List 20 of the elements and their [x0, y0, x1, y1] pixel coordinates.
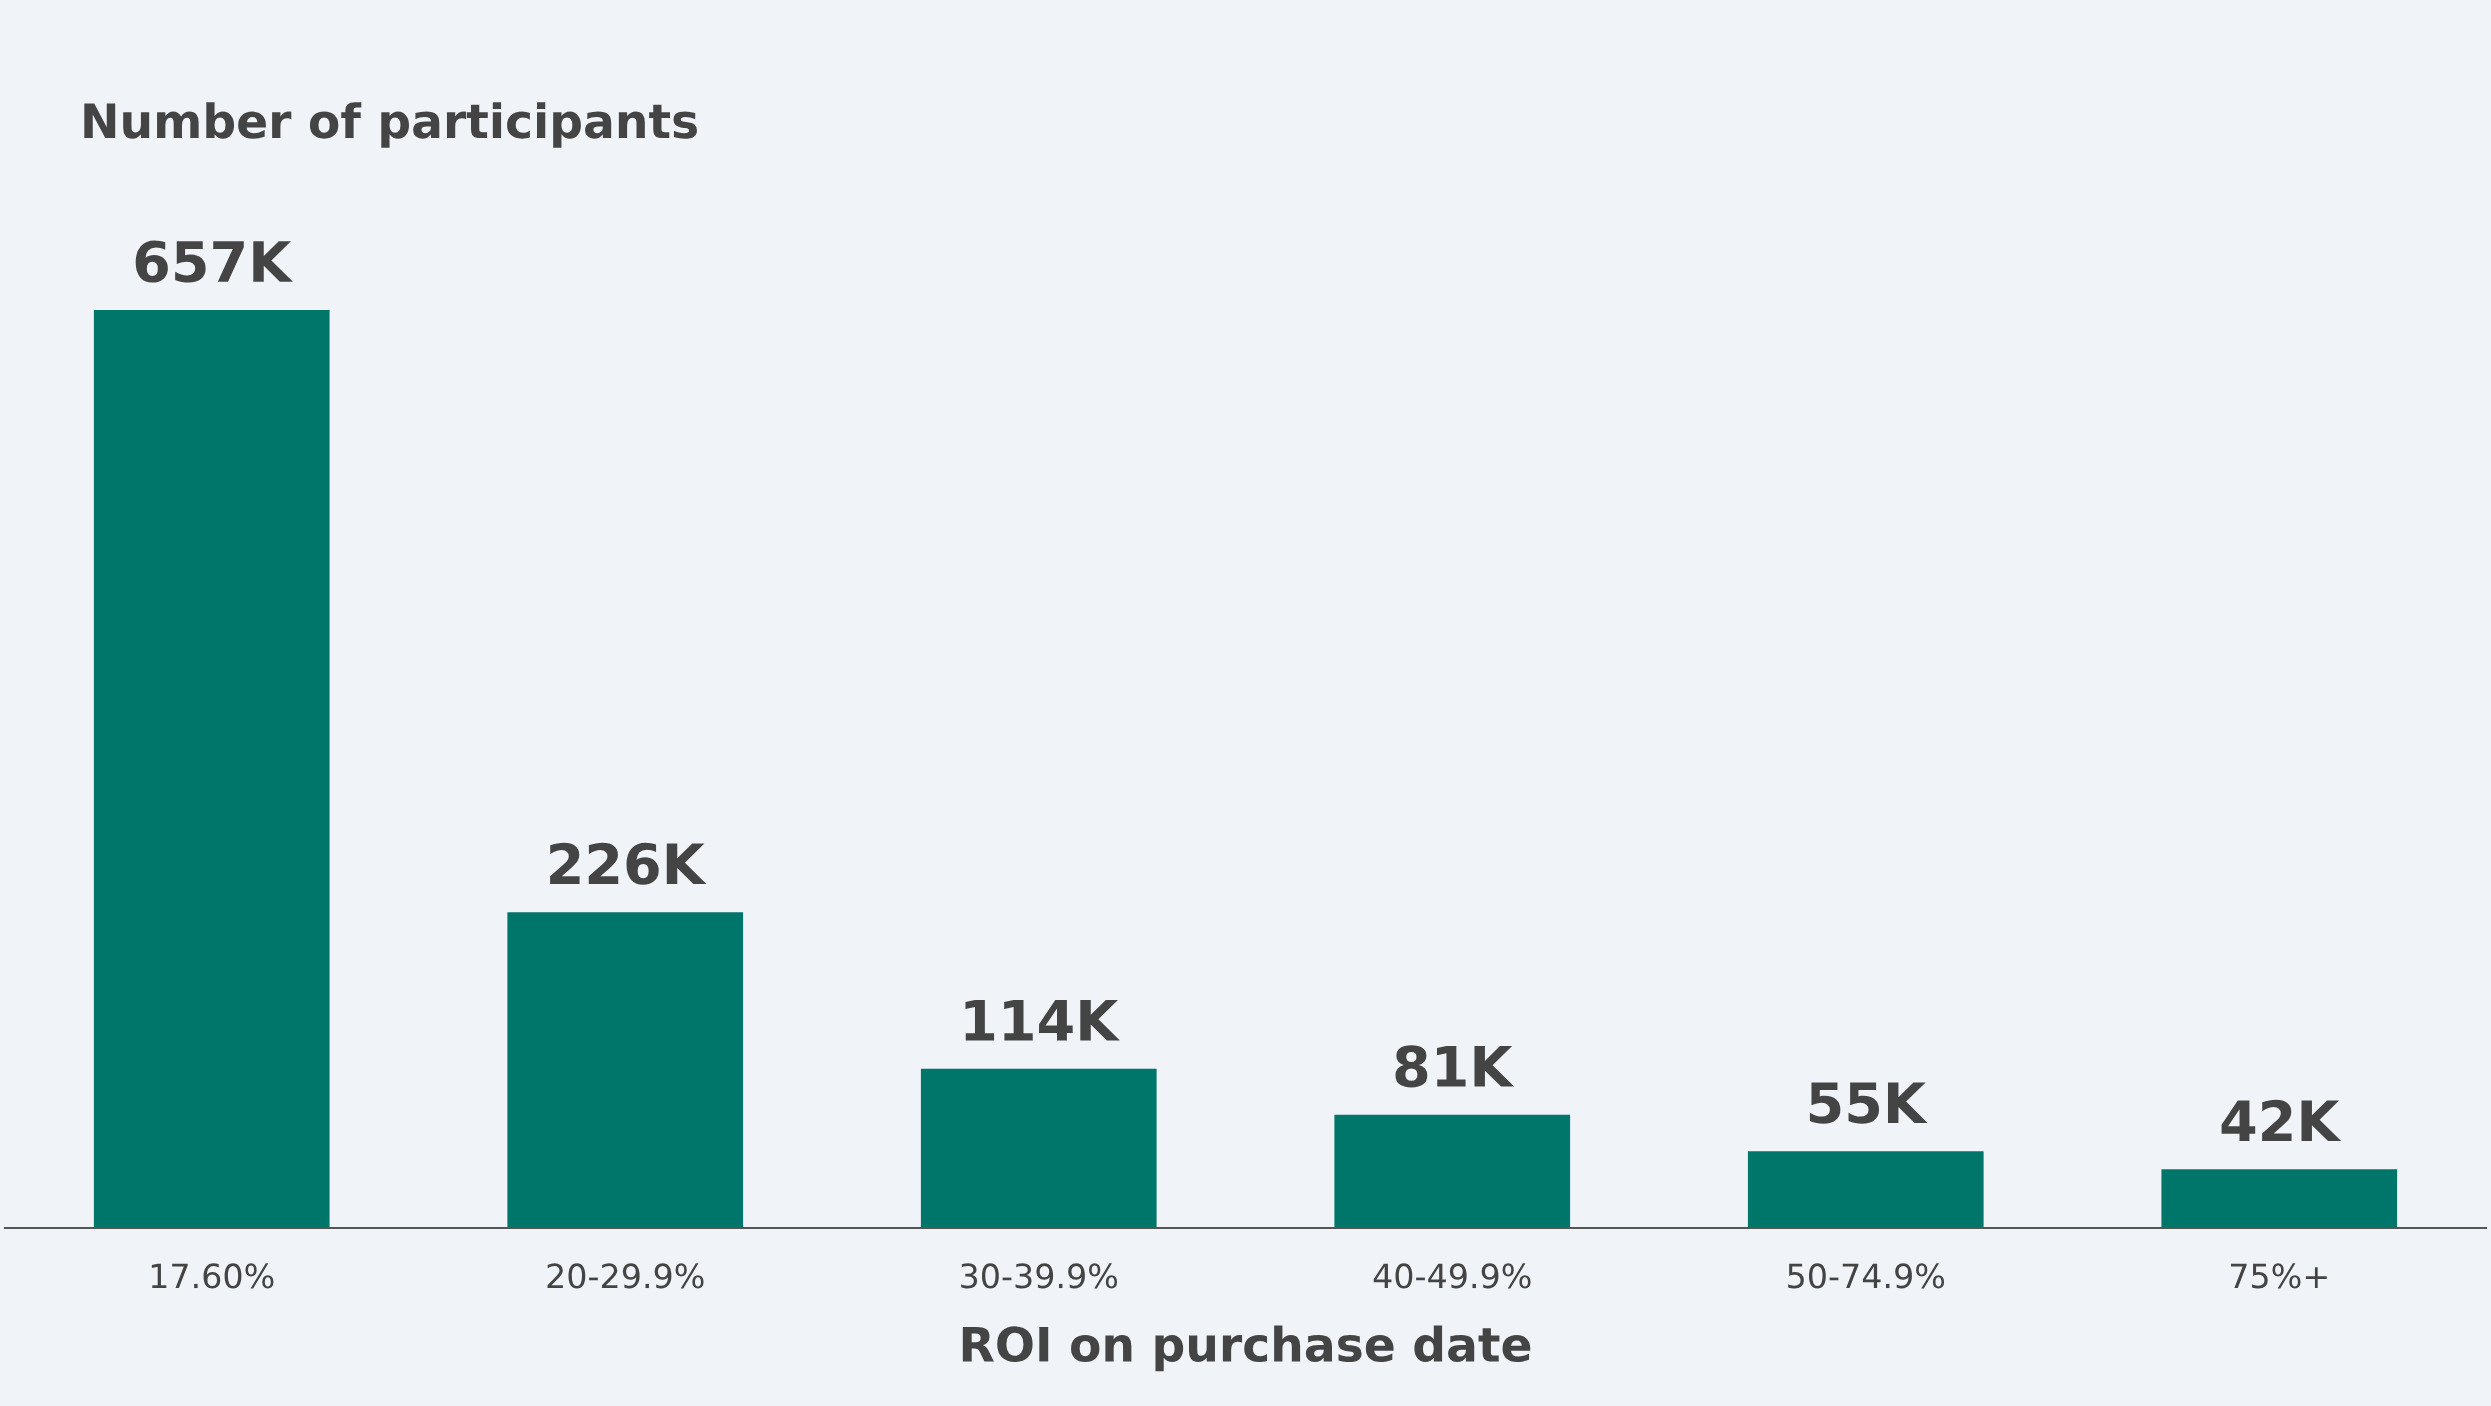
bar [93, 310, 330, 1228]
bar [507, 912, 744, 1228]
data-label: 42K [2221, 1099, 2342, 1142]
x-tick-label: 75%+ [2230, 1263, 2327, 1289]
x-axis-title: ROI on purchase date [962, 1325, 1531, 1372]
bar [1334, 1114, 1571, 1228]
x-tick-label: 40-49.9% [1373, 1263, 1531, 1289]
data-label: 114K [965, 999, 1120, 1041]
x-tick-label: 50-74.9% [1788, 1263, 1945, 1289]
bar [2161, 1169, 2398, 1228]
data-label: 55K [1809, 1082, 1928, 1124]
x-tick-label: 30-39.9% [961, 1263, 1118, 1289]
bar [920, 1068, 1157, 1228]
data-label: 226K [550, 842, 707, 885]
x-tick-label: 20-29.9% [547, 1263, 704, 1289]
data-label: 657K [135, 240, 293, 283]
bar [1747, 1151, 1984, 1228]
y-axis-title: Number of participants [84, 102, 697, 148]
data-label: 81K [1395, 1045, 1515, 1088]
x-tick-label: 17.60% [151, 1263, 274, 1289]
